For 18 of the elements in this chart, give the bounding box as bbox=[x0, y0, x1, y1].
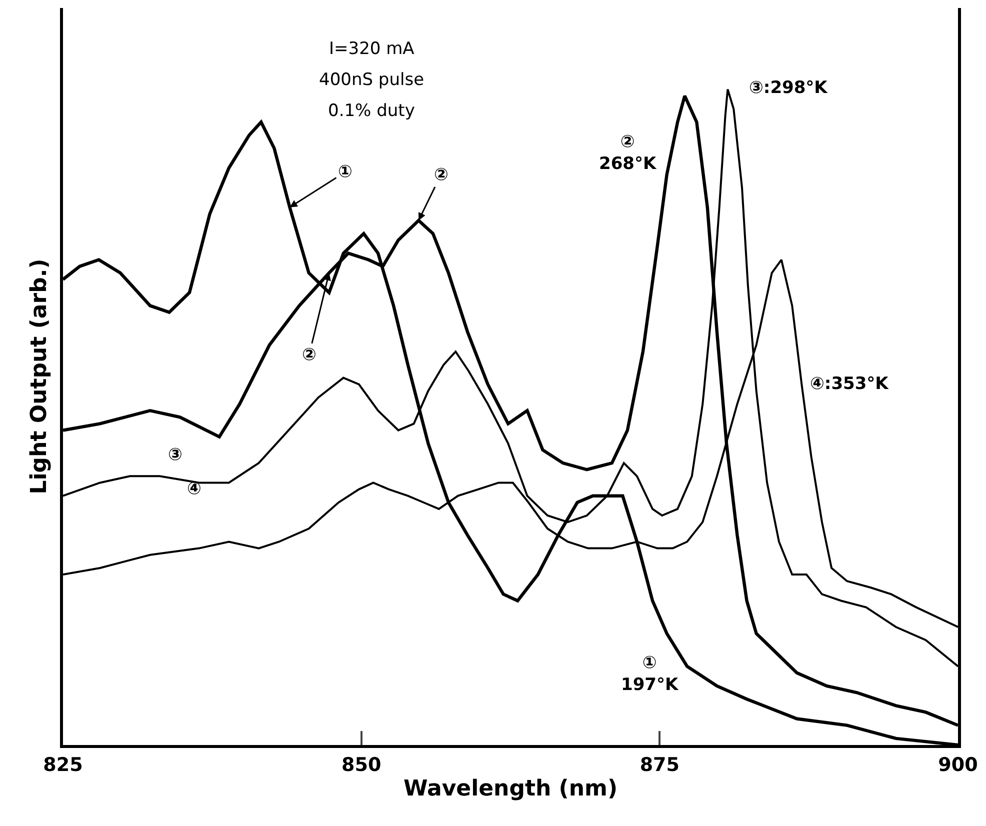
annotation: ③:298°K bbox=[749, 78, 828, 98]
annotation: 0.1% duty bbox=[328, 101, 415, 121]
annotation: 400nS pulse bbox=[319, 70, 424, 90]
annotation: ④ bbox=[187, 479, 202, 499]
annotation: ② 268°K bbox=[599, 132, 657, 174]
x-tick-label: 825 bbox=[43, 754, 83, 776]
x-tick-label: 900 bbox=[938, 754, 978, 776]
x-axis-title: Wavelength (nm) bbox=[404, 776, 618, 802]
annotation: ② bbox=[434, 165, 448, 185]
annotation: ① 197°K bbox=[621, 653, 679, 696]
x-tick-label: 850 bbox=[341, 754, 382, 776]
annotation: ① bbox=[338, 162, 352, 182]
annotation: ② bbox=[302, 345, 316, 365]
annotation: ④:353°K bbox=[810, 374, 890, 394]
text: I=320 mA bbox=[329, 39, 415, 59]
y-axis-title: Light Output (arb.) bbox=[26, 258, 52, 494]
annotation: ③ bbox=[168, 445, 182, 465]
x-tick-label: 875 bbox=[640, 754, 680, 776]
